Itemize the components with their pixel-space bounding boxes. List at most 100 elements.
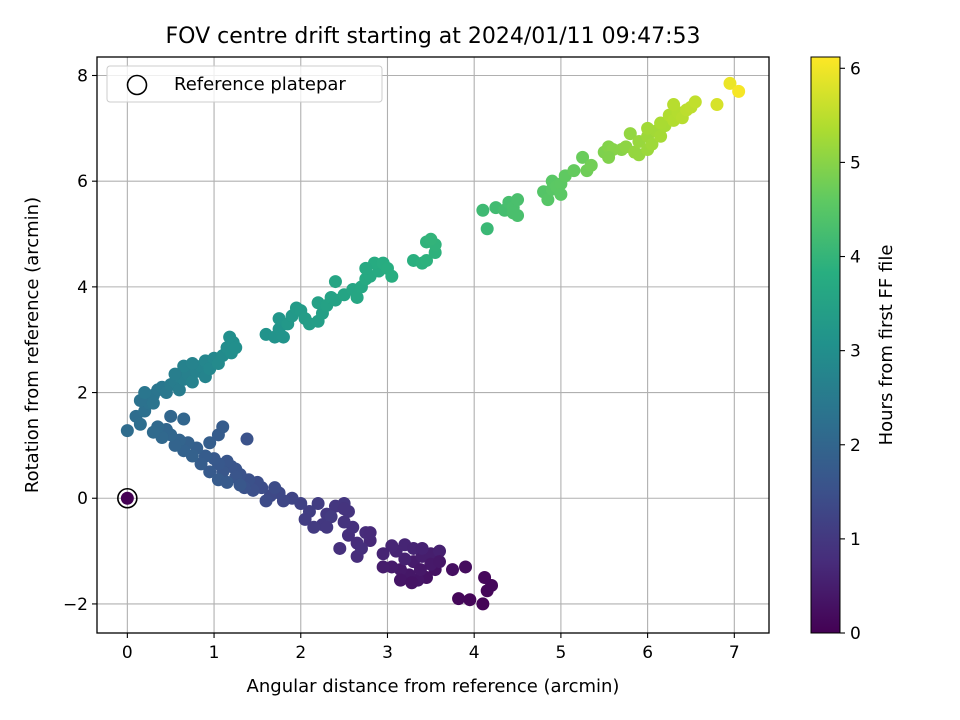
legend-label-reference: Reference platepar xyxy=(174,74,346,95)
data-point xyxy=(446,563,460,577)
data-point xyxy=(185,375,199,389)
data-point xyxy=(376,560,390,574)
data-point xyxy=(333,541,347,555)
data-point xyxy=(220,475,234,489)
data-point xyxy=(463,593,477,607)
data-point xyxy=(452,592,466,606)
colorbar-tick-label: 6 xyxy=(850,59,861,79)
data-point xyxy=(203,436,217,450)
y-axis-ticks: −2 0 2 4 6 8 xyxy=(63,66,97,615)
data-point xyxy=(359,261,373,275)
x-axis-label: Angular distance from reference (arcmin) xyxy=(247,676,620,697)
data-point xyxy=(229,341,243,355)
data-point xyxy=(554,187,568,201)
data-point xyxy=(194,457,208,471)
data-point xyxy=(259,494,273,508)
data-point xyxy=(413,563,427,577)
data-point xyxy=(541,193,555,207)
data-point xyxy=(459,560,473,574)
data-point xyxy=(419,253,433,267)
data-point xyxy=(641,121,655,135)
data-point xyxy=(511,193,525,207)
data-point xyxy=(478,571,492,585)
y-tick-label: 6 xyxy=(77,172,88,192)
data-point xyxy=(511,209,525,223)
data-point xyxy=(168,367,182,381)
y-axis-label: Rotation from reference (arcmin) xyxy=(22,197,43,493)
reference-point-fill xyxy=(120,491,134,505)
data-point xyxy=(667,98,681,112)
data-point xyxy=(233,478,247,492)
x-tick-label: 3 xyxy=(382,643,393,663)
data-point xyxy=(320,520,334,534)
data-point xyxy=(433,544,447,558)
colorbar-tick-label: 1 xyxy=(850,530,861,550)
data-point xyxy=(385,539,399,553)
data-point xyxy=(337,502,351,516)
colorbar-tick-label: 2 xyxy=(850,436,861,456)
colorbar-tick-label: 0 xyxy=(850,624,861,644)
x-tick-label: 0 xyxy=(122,643,133,663)
y-tick-label: −2 xyxy=(63,595,88,615)
colorbar-ticks: 0 1 2 3 4 5 6 xyxy=(840,59,861,644)
data-point xyxy=(337,515,351,529)
data-point xyxy=(223,330,237,344)
x-tick-label: 7 xyxy=(729,643,740,663)
data-point xyxy=(398,552,412,566)
colorbar-label: Hours from first FF file xyxy=(876,245,897,446)
colorbar: 0 1 2 3 4 5 6 Hours from first FF file xyxy=(810,56,897,644)
data-point xyxy=(177,412,191,426)
data-point xyxy=(203,465,217,479)
data-point xyxy=(405,576,419,590)
data-points xyxy=(117,76,746,611)
data-point xyxy=(433,555,447,569)
y-tick-label: 0 xyxy=(77,489,88,509)
data-point xyxy=(307,520,321,534)
data-point xyxy=(376,547,390,561)
y-tick-label: 8 xyxy=(77,66,88,86)
data-point xyxy=(576,150,590,164)
data-point xyxy=(688,95,702,109)
colorbar-tick-label: 3 xyxy=(850,342,861,362)
data-point xyxy=(172,383,186,397)
colorbar-gradient xyxy=(810,56,841,634)
data-point xyxy=(133,417,147,431)
data-point xyxy=(654,129,668,143)
y-tick-label: 4 xyxy=(77,278,88,298)
colorbar-tick-label: 5 xyxy=(850,153,861,173)
grid xyxy=(97,57,769,633)
data-point xyxy=(298,512,312,526)
data-point xyxy=(350,290,364,304)
data-point xyxy=(138,386,152,400)
data-point xyxy=(268,481,282,495)
data-point xyxy=(476,203,490,217)
data-point xyxy=(393,573,407,587)
data-point xyxy=(120,424,134,438)
x-axis-ticks: 0 1 2 3 4 5 6 7 xyxy=(122,633,740,663)
data-point xyxy=(328,275,342,289)
data-point xyxy=(276,330,290,344)
x-tick-label: 1 xyxy=(209,643,220,663)
data-point xyxy=(584,158,598,172)
data-point xyxy=(415,541,429,555)
legend: Reference platepar xyxy=(106,65,383,103)
data-point xyxy=(567,164,581,178)
x-tick-label: 5 xyxy=(555,643,566,663)
reference-point-marker xyxy=(117,487,138,509)
chart-title: FOV centre drift starting at 2024/01/11 … xyxy=(166,24,701,49)
x-tick-label: 6 xyxy=(642,643,653,663)
colorbar-tick-label: 4 xyxy=(850,248,861,268)
x-tick-label: 2 xyxy=(295,643,306,663)
data-point xyxy=(354,541,368,555)
data-point xyxy=(385,269,399,283)
data-point xyxy=(164,409,178,423)
x-tick-label: 4 xyxy=(469,643,480,663)
legend-marker-reference xyxy=(126,74,148,96)
data-point xyxy=(723,76,737,90)
data-point xyxy=(602,150,616,164)
data-point xyxy=(240,432,254,446)
data-point xyxy=(480,222,494,236)
data-point xyxy=(324,510,338,524)
data-point xyxy=(311,497,325,511)
